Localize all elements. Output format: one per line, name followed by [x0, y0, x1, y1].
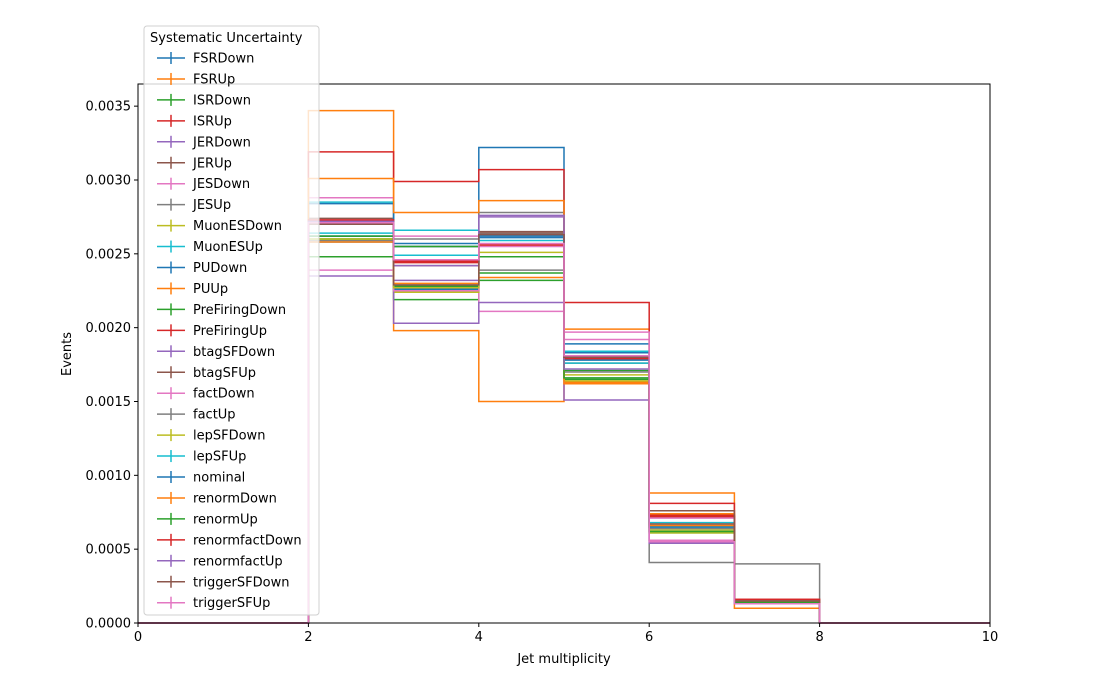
legend-label: PUDown: [193, 261, 247, 276]
legend: Systematic Uncertainty FSRDown FSRUp ISRDo…: [143, 25, 320, 616]
legend-entry-triggerSFDown: triggerSFDown: [157, 575, 289, 590]
legend-label: nominal: [193, 471, 245, 486]
legend-entry-lepSFUp: lepSFUp: [157, 450, 246, 465]
legend-entry-FSRUp: FSRUp: [157, 72, 235, 87]
plot-frame: [137, 83, 991, 624]
legend-label: PreFiringUp: [193, 324, 267, 339]
x-tick-label: 6: [645, 630, 653, 645]
legend-label: ISRDown: [193, 93, 251, 108]
y-tick-label: 0.0025: [86, 247, 132, 262]
x-tick-label: 4: [475, 630, 483, 645]
x-tick-label: 0: [134, 630, 142, 645]
legend-label: JESDown: [192, 177, 250, 192]
legend-label: renormfactDown: [193, 533, 302, 548]
legend-entry-renormfactDown: renormfactDown: [157, 533, 302, 548]
legend-entry-JERUp: JERUp: [157, 156, 232, 171]
legend-entry-PreFiringDown: PreFiringDown: [157, 303, 286, 318]
legend-label: FSRUp: [193, 72, 235, 87]
legend-label: triggerSFUp: [193, 596, 270, 611]
legend-entry-PUDown: PUDown: [157, 261, 247, 276]
legend-label: PreFiringDown: [193, 303, 286, 318]
legend-entry-JESUp: JESUp: [157, 198, 231, 213]
legend-label: ISRUp: [193, 114, 232, 129]
legend-entry-PreFiringUp: PreFiringUp: [157, 324, 267, 339]
legend-entry-btagSFUp: btagSFUp: [157, 366, 256, 381]
legend-label: JESUp: [192, 198, 231, 213]
y-tick-label: 0.0015: [86, 395, 132, 410]
legend-entry-renormDown: renormDown: [157, 491, 277, 506]
legend-label: btagSFUp: [193, 366, 256, 381]
legend-entry-ISRUp: ISRUp: [157, 114, 232, 129]
y-tick-label: 0.0030: [86, 173, 132, 188]
legend-entry-btagSFDown: btagSFDown: [157, 345, 275, 360]
legend-entry-renormUp: renormUp: [157, 512, 258, 527]
legend-entry-JESDown: JESDown: [157, 177, 250, 192]
y-axis: 0.0000 0.0005 0.0010 0.0015 0.0020 0.0025 0.00…: [86, 100, 138, 632]
legend-label: triggerSFDown: [193, 575, 289, 590]
legend-entry-JERDown: JERDown: [157, 135, 251, 150]
legend-entries: FSRDown FSRUp ISRDown ISRUp JERDown JERUp JESD…: [157, 52, 302, 611]
legend-entry-triggerSFUp: triggerSFUp: [157, 596, 270, 611]
legend-entry-MuonESUp: MuonESUp: [157, 240, 263, 255]
legend-entry-factUp: factUp: [157, 408, 236, 423]
legend-label: PUUp: [193, 282, 228, 297]
legend-label: factDown: [193, 387, 255, 402]
legend-entry-renormfactUp: renormfactUp: [157, 554, 283, 569]
legend-entry-PUUp: PUUp: [157, 282, 228, 297]
legend-box: [143, 25, 320, 616]
y-axis-label: Events: [60, 332, 75, 376]
x-axis-label: Jet multiplicity: [516, 652, 611, 667]
legend-label: JERDown: [192, 135, 251, 150]
legend-label: JERUp: [192, 156, 232, 171]
legend-entry-FSRDown: FSRDown: [157, 52, 254, 67]
legend-label: FSRDown: [193, 52, 254, 67]
x-tick-label: 10: [982, 630, 999, 645]
legend-entry-ISRDown: ISRDown: [157, 93, 251, 108]
legend-label: MuonESDown: [193, 219, 282, 234]
legend-entry-factDown: factDown: [157, 387, 255, 402]
legend-label: lepSFDown: [193, 429, 265, 444]
y-tick-label: 0.0020: [86, 321, 132, 336]
legend-entry-nominal: nominal: [157, 471, 245, 486]
legend-label: renormfactUp: [193, 554, 283, 569]
legend-label: factUp: [193, 408, 236, 423]
y-tick-label: 0.0005: [86, 543, 132, 558]
legend-label: btagSFDown: [193, 345, 275, 360]
x-tick-label: 8: [815, 630, 823, 645]
y-tick-label: 0.0035: [86, 100, 132, 115]
legend-entry-MuonESDown: MuonESDown: [157, 219, 282, 234]
legend-label: MuonESUp: [193, 240, 263, 255]
x-tick-label: 2: [304, 630, 312, 645]
y-tick-label: 0.0000: [86, 617, 132, 632]
legend-label: lepSFUp: [193, 450, 246, 465]
legend-label: renormUp: [193, 512, 258, 527]
legend-entry-lepSFDown: lepSFDown: [157, 429, 265, 444]
legend-title: Systematic Uncertainty: [150, 31, 303, 46]
x-axis: 0 2 4 6 8 10: [134, 623, 998, 645]
legend-label: renormDown: [193, 491, 277, 506]
y-tick-label: 0.0010: [86, 469, 132, 484]
